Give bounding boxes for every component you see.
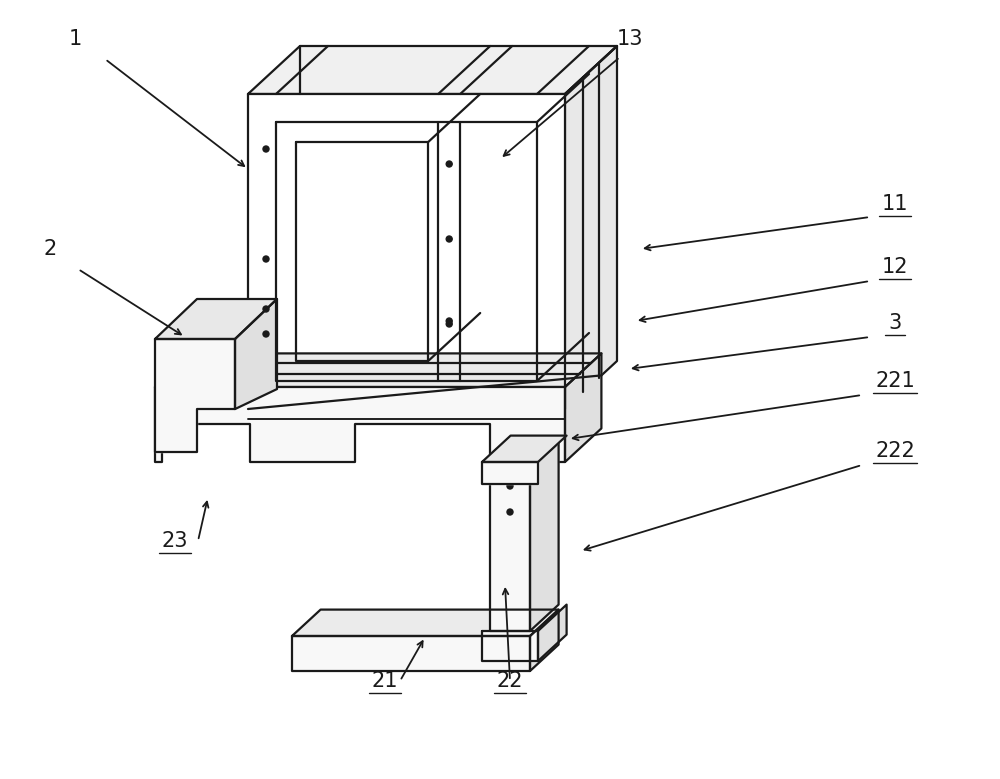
Polygon shape [538,605,567,661]
Text: 11: 11 [882,194,908,214]
Text: 12: 12 [882,257,908,277]
Polygon shape [155,354,601,387]
Circle shape [446,236,452,242]
Polygon shape [565,46,617,409]
Circle shape [446,161,452,167]
Polygon shape [482,462,538,484]
Polygon shape [155,339,235,452]
Polygon shape [565,354,601,462]
Polygon shape [235,299,277,409]
Polygon shape [530,438,559,631]
Polygon shape [482,631,538,661]
Text: 23: 23 [162,531,188,551]
Text: 2: 2 [43,239,57,259]
Text: 222: 222 [875,441,915,461]
Circle shape [507,483,513,489]
Text: 221: 221 [875,371,915,391]
Circle shape [263,146,269,152]
Circle shape [446,318,452,324]
Polygon shape [530,610,559,671]
Polygon shape [155,299,277,339]
Text: 21: 21 [372,671,398,691]
Polygon shape [248,46,617,94]
Circle shape [263,256,269,262]
Polygon shape [292,610,559,636]
Polygon shape [155,387,565,462]
Text: 13: 13 [617,29,643,49]
Polygon shape [490,464,530,631]
Circle shape [263,306,269,312]
Text: 3: 3 [888,313,902,333]
Text: 1: 1 [68,29,82,49]
Polygon shape [292,636,530,671]
Circle shape [446,321,452,327]
Circle shape [507,509,513,515]
Text: 22: 22 [497,671,523,691]
Polygon shape [248,94,565,409]
Polygon shape [482,435,567,462]
Polygon shape [490,438,559,464]
Circle shape [263,331,269,337]
